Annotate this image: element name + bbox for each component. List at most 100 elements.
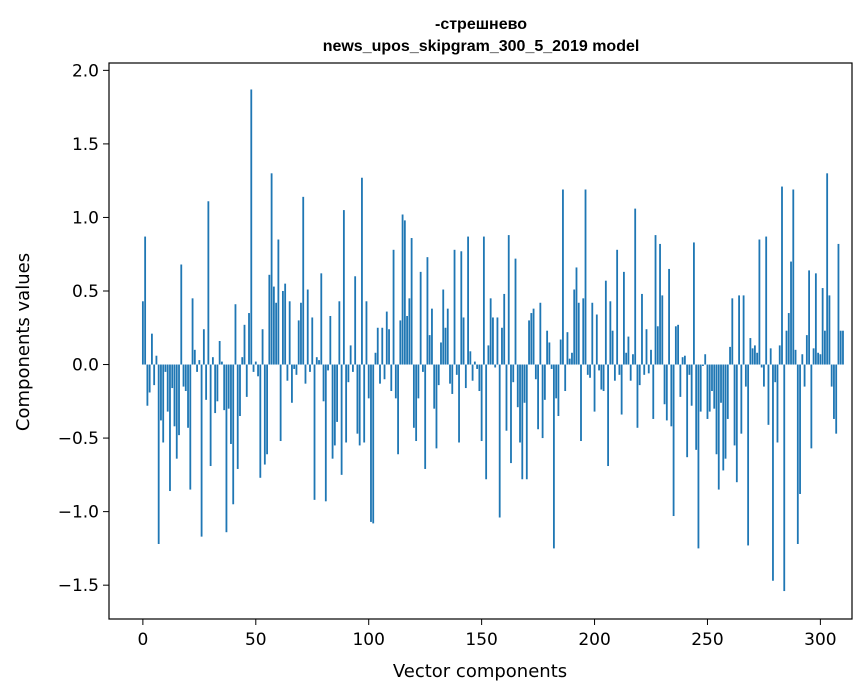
bar [799,364,801,494]
bar [155,355,158,365]
bar [659,243,661,365]
bar [151,333,153,365]
bar [607,364,609,467]
bar [153,364,156,386]
bar [647,364,650,374]
y-tick-label: −0.5 [58,429,99,449]
bar [498,364,501,518]
x-tick-label: 50 [245,630,267,650]
bar [629,364,632,381]
bar [523,364,526,403]
bar [297,320,300,365]
bar [765,236,768,365]
bar [785,330,788,365]
x-tick-label: 250 [691,630,723,650]
bar [460,251,463,365]
bar [266,364,268,455]
bar [724,364,727,459]
bar [148,364,151,393]
bar [444,327,447,365]
bar [521,364,524,480]
bar [661,295,664,365]
bar [808,270,810,365]
bar [437,364,440,386]
y-axis-ticks: 2.0 1.5 1.0 0.5 0.0 −0.5 −1.0 −1.5 [58,61,109,596]
bar [336,364,338,422]
bar [214,364,217,414]
bar [347,364,350,383]
bar [564,364,567,392]
bar [679,364,682,397]
bar [379,364,381,384]
bar [638,364,641,386]
y-axis-label: Components values [13,253,34,431]
bar [641,293,643,365]
bar [259,364,262,478]
bar [794,349,797,365]
bar [160,364,162,421]
bars-group [141,89,844,592]
bar [397,364,399,455]
bar [623,271,625,365]
bar [600,364,603,390]
bar [613,364,616,381]
bar [245,364,248,397]
bar [318,360,320,365]
bar [668,268,670,365]
bar [401,214,404,365]
bar [482,236,485,365]
bar [543,364,546,400]
bar [415,364,418,442]
bar [286,364,289,381]
bar [625,352,628,365]
bar [760,364,763,368]
bar [388,329,390,365]
bar [530,313,533,365]
bar [512,364,515,383]
chart-title: -стрешнево [435,16,527,33]
bar [758,239,761,365]
bar [333,364,336,446]
bar [507,235,510,365]
bar [747,364,750,546]
bar [496,317,499,365]
bar [559,339,562,365]
bar [196,364,198,372]
bar [555,364,558,399]
bar [410,238,413,365]
chart-subtitle: news_upos_skipgram_300_5_2019 model [323,38,640,55]
bar [311,317,314,365]
bar [620,364,623,415]
bar [837,243,840,365]
bar [699,364,702,412]
bar [453,249,456,365]
bar [473,361,476,365]
bar [458,364,460,443]
bar [510,364,512,464]
bar [489,298,492,365]
bar [221,361,223,365]
bar [835,364,838,434]
y-tick-label: 2.0 [72,61,99,81]
bar [166,364,169,412]
bar [239,364,241,417]
bar [683,355,686,365]
bar [180,264,183,365]
bar [243,324,246,365]
bar [812,348,815,365]
bar [205,364,208,400]
bar [261,329,264,365]
bar [178,364,180,436]
bar [291,364,293,403]
bar [202,329,205,365]
bar [232,364,235,505]
bar [769,348,772,365]
y-tick-label: −1.0 [58,503,99,523]
bar [485,364,488,480]
bar [663,364,666,405]
bar [803,364,806,387]
y-tick-label: 0.0 [72,356,99,376]
x-tick-label: 200 [578,630,610,650]
bar [695,364,698,450]
bar [250,89,253,365]
